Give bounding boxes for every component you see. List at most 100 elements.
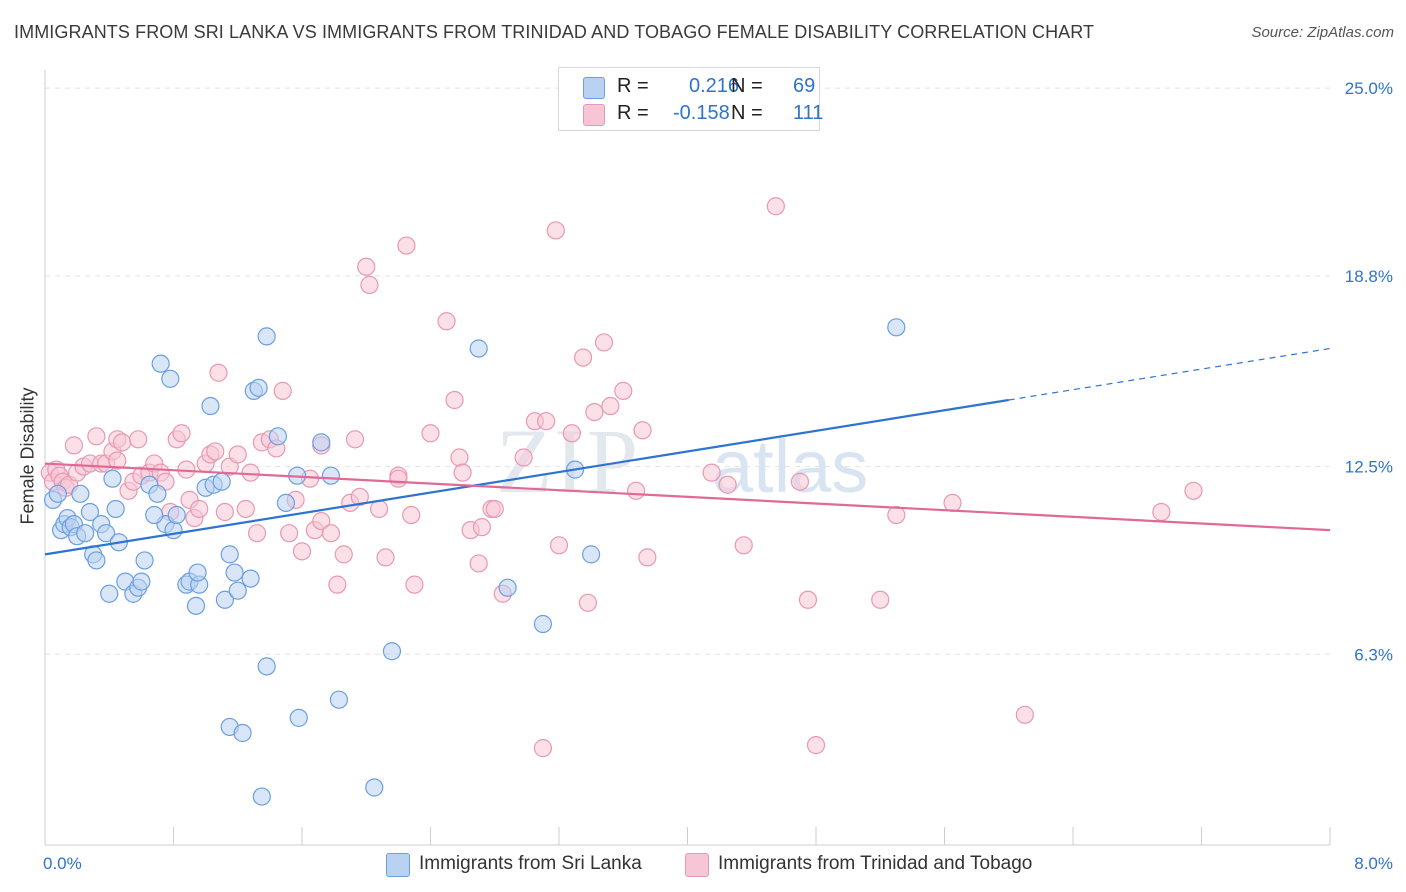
srilanka-point: [106, 499, 125, 519]
srilanka-point: [96, 524, 116, 543]
legend-n-value-srilanka: 69: [793, 75, 816, 97]
srilanka-point: [887, 318, 906, 337]
trinidad-point: [594, 333, 614, 352]
srilanka-point: [212, 472, 231, 491]
srilanka-point: [321, 466, 341, 485]
axis-layer: [44, 70, 1331, 846]
trinidad-point: [190, 499, 209, 519]
srilanka-point: [76, 524, 95, 543]
trinidad-point: [357, 257, 376, 276]
srilanka-point: [382, 642, 402, 661]
y-tick-label: 6.3%: [1354, 645, 1393, 664]
trinidad-point: [236, 499, 255, 519]
srilanka-point: [71, 484, 90, 503]
trinidad-point: [370, 499, 389, 519]
trinidad-point: [206, 442, 225, 461]
trinidad-point: [614, 381, 633, 400]
y-tick-label: 18.8%: [1345, 267, 1393, 286]
trinidad-point: [402, 505, 421, 525]
trinidad-point: [546, 221, 565, 240]
legend-n-label: N =: [731, 102, 763, 124]
srilanka-point: [80, 502, 100, 522]
trinidad-point: [887, 505, 906, 525]
trinidad-point: [537, 412, 556, 431]
srilanka-point: [329, 690, 349, 709]
srilanka-point: [201, 396, 220, 416]
legend-swatch-blue: [386, 853, 410, 877]
trinidad-point: [350, 487, 369, 506]
legend-r-value-srilanka: 0.216: [689, 75, 740, 97]
trinidad-point: [321, 524, 341, 543]
legend-label-srilanka: Immigrants from Sri Lanka: [419, 853, 642, 874]
trinidad-point: [376, 548, 395, 567]
trinidad-point: [578, 593, 598, 612]
trinidad-point: [172, 424, 191, 443]
srilanka-point: [135, 551, 154, 570]
trinidad-point: [312, 511, 331, 531]
trinidad-point: [108, 451, 127, 470]
trinidad-point: [549, 536, 569, 555]
trinidad-point: [472, 518, 491, 537]
trinidad-point: [241, 463, 260, 482]
trinidad-point: [790, 472, 810, 491]
srilanka-trend-line: [44, 398, 1009, 556]
trinidad-point: [1184, 481, 1203, 500]
trinidad-point: [280, 524, 299, 543]
trinidad-point: [209, 363, 228, 382]
chart-title: IMMIGRANTS FROM SRI LANKA VS IMMIGRANTS …: [14, 22, 1095, 42]
trinidad-point: [87, 427, 106, 446]
x-tick-label: 0.0%: [43, 854, 82, 873]
x-tick-label: 8.0%: [1354, 854, 1393, 873]
srilanka-point: [533, 614, 553, 634]
trinidad-point: [334, 545, 353, 564]
srilanka-point: [498, 578, 517, 597]
trinidad-point: [228, 445, 247, 464]
trinidad-point: [601, 396, 620, 416]
srilanka-point: [257, 327, 276, 346]
trinidad-point: [702, 463, 721, 482]
trinidad-point: [273, 381, 292, 400]
trinidad-point: [215, 502, 234, 522]
srilanka-point: [100, 584, 119, 603]
legend-swatch-blue: [583, 77, 605, 99]
series-srilanka-points: [43, 109, 906, 806]
legend-n-value-trinidad: 111: [793, 102, 824, 124]
trinidad-point: [633, 421, 652, 440]
trinidad-point: [562, 424, 581, 443]
srilanka-point: [151, 354, 170, 373]
y-tick-label: 25.0%: [1345, 79, 1393, 98]
tick-labels: 25.0% 18.8% 12.5% 6.3% 0.0% 8.0%: [43, 79, 1393, 873]
srilanka-point: [469, 339, 488, 358]
srilanka-point: [249, 378, 268, 397]
srilanka-point: [312, 433, 331, 452]
watermark-atlas: atlas: [712, 425, 868, 508]
trinidad-point: [806, 735, 826, 755]
trinidad-point: [734, 536, 753, 555]
y-tick-label: 12.5%: [1345, 458, 1393, 477]
trinidad-point: [469, 554, 488, 573]
trinidad-point: [421, 424, 440, 443]
srilanka-point: [48, 484, 67, 503]
trinidad-point: [112, 433, 132, 452]
trinidad-point: [573, 348, 593, 367]
srilanka-point: [276, 493, 296, 513]
correlation-legend: R = 0.216 N = 69 R = -0.158 N = 111: [558, 67, 824, 131]
srilanka-point: [228, 581, 247, 600]
trinidad-point: [766, 197, 785, 216]
trinidad-point: [943, 493, 962, 513]
srilanka-point: [161, 369, 180, 388]
trinidad-point: [247, 524, 267, 543]
source-credit: Source: ZipAtlas.com: [1251, 24, 1394, 41]
srilanka-point: [257, 657, 276, 676]
srilanka-point: [145, 505, 164, 525]
srilanka-point: [582, 545, 601, 564]
trinidad-point: [453, 463, 472, 482]
trinidad-point: [292, 542, 312, 561]
trinidad-point: [626, 481, 646, 500]
srilanka-point: [241, 569, 260, 588]
trinidad-point: [360, 275, 379, 295]
trinidad-point: [585, 402, 604, 422]
trinidad-point: [445, 390, 464, 410]
legend-swatch-pink: [685, 853, 709, 877]
